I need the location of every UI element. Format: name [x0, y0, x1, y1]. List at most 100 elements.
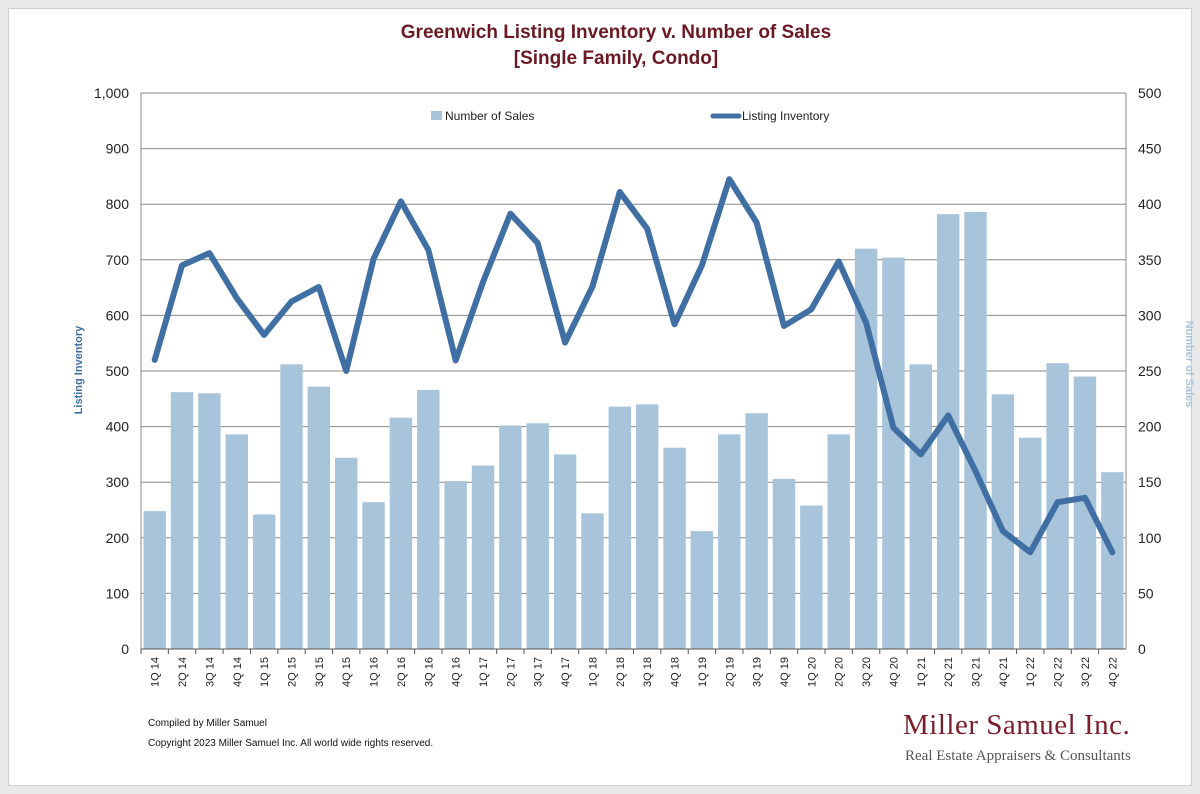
- y-right-tick-label: 300: [1138, 307, 1162, 323]
- listing-inventory-line: [151, 176, 1116, 556]
- sales-bar: [252, 514, 276, 649]
- x-tick-label: 4Q 16: [451, 657, 463, 687]
- y-axis-left-label: Listing Inventory: [73, 325, 85, 415]
- sales-bar: [827, 434, 850, 649]
- sales-bar: [581, 513, 604, 649]
- x-tick-label: 4Q 17: [560, 657, 572, 687]
- x-tick-label: 2Q 19: [724, 657, 736, 687]
- legend-swatch-number-of-sales: [431, 111, 442, 120]
- y-right-tick-label: 500: [1138, 85, 1162, 101]
- sales-bar: [334, 457, 358, 649]
- sales-bar: [964, 211, 987, 649]
- y-axis-right-ticks: 0 50 100 150 200 250 300 350 400 450 500: [1138, 85, 1162, 657]
- sales-bar: [991, 394, 1015, 649]
- y-right-tick-label: 250: [1138, 363, 1162, 379]
- sales-bar: [389, 417, 413, 649]
- x-tick-label: 4Q 19: [779, 657, 791, 687]
- sales-bar: [745, 413, 768, 649]
- sales-bar: [198, 393, 221, 649]
- x-tick-label: 3Q 19: [752, 657, 764, 687]
- sales-bar: [280, 364, 303, 649]
- copyright-note: Copyright 2023 Miller Samuel Inc. All wo…: [148, 738, 433, 749]
- x-tick-label: 2Q 21: [943, 657, 955, 687]
- x-tick-label: 4Q 15: [341, 657, 353, 687]
- y-left-tick-label: 200: [106, 530, 130, 546]
- sales-bar: [690, 531, 714, 649]
- sales-bar: [800, 505, 823, 649]
- y-left-tick-label: 100: [106, 585, 130, 601]
- y-left-tick-label: 1,000: [94, 85, 129, 101]
- x-tick-label: 4Q 20: [888, 657, 900, 687]
- sales-bar: [936, 214, 960, 649]
- y-left-tick-label: 500: [106, 363, 130, 379]
- compiled-by-note: Compiled by Miller Samuel: [148, 718, 267, 729]
- bar-series-number-of-sales: [143, 211, 1124, 649]
- x-tick-label: 4Q 18: [670, 657, 682, 687]
- legend: Number of Sales Listing Inventory: [431, 109, 829, 123]
- sales-bar: [608, 406, 632, 649]
- y-right-tick-label: 200: [1138, 419, 1162, 435]
- y-right-tick-label: 350: [1138, 252, 1162, 268]
- sales-bar: [718, 434, 741, 649]
- x-tick-label: 2Q 17: [505, 657, 517, 687]
- x-tick-label: 3Q 20: [861, 657, 873, 687]
- y-right-tick-label: 400: [1138, 196, 1162, 212]
- x-tick-label: 2Q 16: [396, 657, 408, 687]
- x-tick-label: 1Q 20: [806, 657, 818, 687]
- x-axis-ticks: 1Q 14 2Q 14 3Q 14 4Q 14 1Q 15 2Q 15 3Q 15 4Q 15…: [140, 649, 1119, 687]
- legend-label-number-of-sales: Number of Sales: [445, 109, 534, 123]
- y-right-tick-label: 450: [1138, 141, 1162, 157]
- sales-bar: [471, 465, 495, 649]
- sales-bar: [1073, 376, 1097, 649]
- sales-bar: [499, 425, 522, 649]
- x-tick-label: 2Q 14: [177, 657, 189, 687]
- sales-bar: [663, 447, 686, 649]
- sales-bar: [170, 392, 194, 649]
- sales-bar: [635, 404, 659, 649]
- legend-label-listing-inventory: Listing Inventory: [742, 109, 829, 123]
- x-tick-label: 4Q 22: [1107, 657, 1119, 687]
- x-tick-label: 3Q 14: [204, 657, 216, 687]
- sales-bar: [417, 389, 440, 649]
- x-tick-label: 3Q 21: [971, 657, 983, 687]
- x-tick-label: 2Q 15: [286, 657, 298, 687]
- x-tick-label: 1Q 22: [1025, 657, 1037, 687]
- y-axis-right-label: Number of Sales: [1183, 321, 1195, 408]
- x-tick-label: 1Q 15: [259, 657, 271, 687]
- y-right-tick-label: 150: [1138, 474, 1162, 490]
- x-tick-label: 2Q 20: [834, 657, 846, 687]
- y-right-tick-label: 100: [1138, 530, 1162, 546]
- sales-bar: [225, 434, 248, 649]
- x-tick-label: 3Q 22: [1080, 657, 1092, 687]
- chart-title-line-1: Greenwich Listing Inventory v. Number of…: [401, 22, 831, 43]
- sales-bar: [772, 478, 796, 649]
- y-left-tick-label: 700: [106, 252, 130, 268]
- x-tick-label: 1Q 19: [697, 657, 709, 687]
- y-axis-left-ticks: 0 100 200 300 400 500 600 700 800 900 1,000: [94, 85, 129, 657]
- sales-bar: [362, 502, 385, 649]
- x-tick-label: 3Q 17: [533, 657, 545, 687]
- x-tick-label: 2Q 18: [615, 657, 627, 687]
- y-left-tick-label: 300: [106, 474, 130, 490]
- sales-bar: [909, 364, 933, 649]
- sales-bar: [143, 511, 166, 649]
- y-left-tick-label: 800: [106, 196, 130, 212]
- x-tick-label: 1Q 16: [369, 657, 381, 687]
- sales-bar: [307, 386, 331, 649]
- sales-bar: [1019, 437, 1042, 649]
- x-tick-label: 2Q 22: [1053, 657, 1065, 687]
- line-series-listing-inventory: [151, 176, 1116, 556]
- chart-title-line-2: [Single Family, Condo]: [514, 48, 718, 69]
- x-tick-label: 1Q 14: [150, 657, 162, 687]
- sales-bar: [1101, 472, 1124, 649]
- brand-logo-name: Miller Samuel Inc.: [903, 709, 1130, 741]
- x-tick-label: 4Q 14: [232, 657, 244, 687]
- sales-bar: [526, 423, 549, 649]
- sales-bar: [444, 481, 467, 649]
- y-left-tick-label: 400: [106, 419, 130, 435]
- x-tick-label: 4Q 21: [998, 657, 1010, 687]
- y-left-tick-label: 900: [106, 141, 130, 157]
- x-tick-label: 3Q 18: [642, 657, 654, 687]
- brand-logo-tagline: Real Estate Appraisers & Consultants: [905, 748, 1131, 764]
